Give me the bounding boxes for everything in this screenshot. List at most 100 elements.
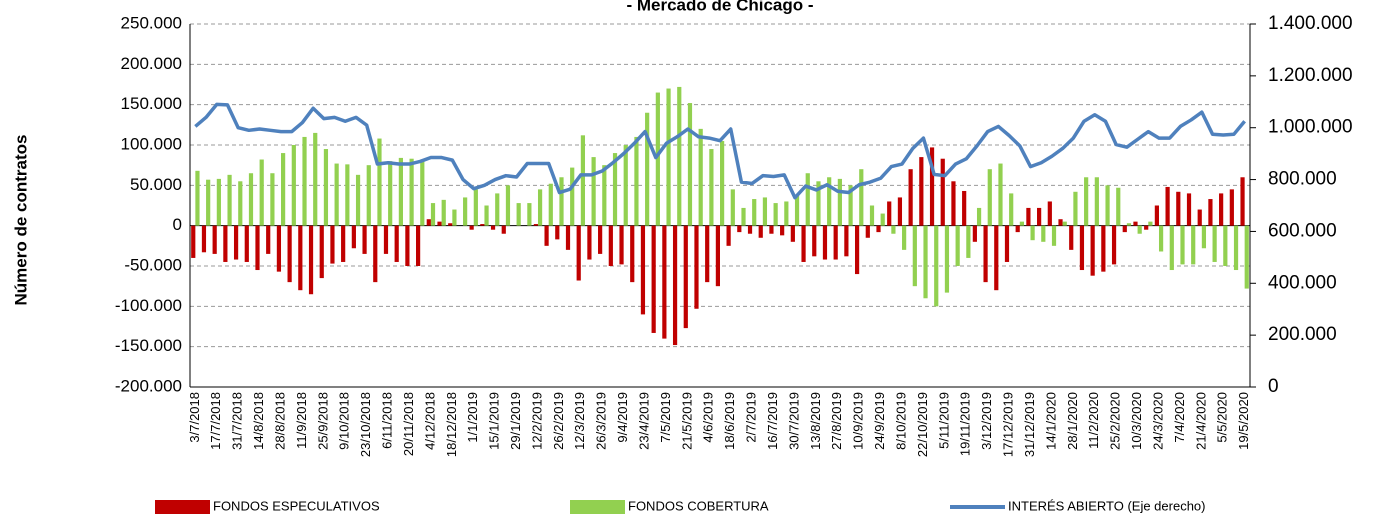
bar (495, 193, 500, 226)
x-tick-label: 9/10/2018 (337, 392, 352, 450)
bar (266, 225, 271, 254)
bar (1111, 225, 1117, 265)
bar (1212, 225, 1217, 262)
bar (891, 225, 896, 234)
bar (773, 203, 778, 226)
bar (1229, 189, 1234, 226)
x-tick-label: 15/1/2019 (487, 392, 502, 450)
bar (420, 161, 425, 226)
y-tick-label: 100.000 (121, 134, 182, 153)
bar (805, 173, 810, 226)
bar (1244, 225, 1249, 289)
bar (437, 221, 442, 226)
bar (206, 179, 211, 226)
x-tick-label: 12/2/2019 (529, 392, 544, 450)
bar (426, 219, 431, 226)
bar (634, 136, 639, 226)
bar (769, 225, 774, 234)
x-tick-label: 26/2/2019 (551, 392, 566, 450)
x-tick-label: 6/11/2018 (380, 392, 395, 449)
bar (1062, 221, 1067, 226)
bar (1090, 225, 1095, 276)
bar (822, 225, 828, 260)
x-tick-label: 14/8/2018 (251, 392, 266, 450)
bar (216, 178, 221, 226)
bar (398, 157, 403, 226)
bar (833, 225, 838, 260)
y-axis-label: Número de contratos (11, 135, 30, 306)
bar (1133, 221, 1138, 226)
bar (452, 209, 457, 226)
y-tick-label: -200.000 (115, 376, 182, 395)
bar (612, 153, 618, 226)
x-tick-label: 1/1/2019 (465, 392, 480, 443)
bar (591, 157, 596, 226)
bar (319, 225, 324, 279)
bar (1191, 225, 1196, 265)
bar (683, 225, 688, 329)
bar (1126, 223, 1132, 226)
bar (694, 225, 699, 309)
bar (362, 225, 367, 254)
bar (516, 203, 521, 226)
bar (313, 132, 318, 226)
x-tick-label: 18/6/2019 (722, 392, 737, 450)
x-tick-label: 10/9/2019 (851, 392, 866, 450)
bar (1079, 225, 1085, 271)
bar (972, 225, 977, 242)
bar (976, 207, 982, 226)
legend-swatch (155, 500, 210, 514)
bar (737, 225, 742, 233)
bar (580, 135, 586, 226)
bar (448, 223, 453, 226)
bar (869, 205, 875, 226)
bar (527, 203, 532, 226)
bar (929, 147, 935, 226)
bar (780, 225, 785, 236)
bar (790, 225, 795, 242)
bar (919, 157, 924, 226)
bar (259, 159, 264, 226)
x-tick-label: 4/12/2018 (422, 392, 437, 450)
x-tick-label: 24/3/2020 (1150, 392, 1165, 450)
bar (1122, 225, 1127, 233)
bar (987, 169, 992, 226)
bar (994, 225, 999, 291)
bar (409, 158, 414, 226)
bar (366, 165, 371, 226)
x-tick-label: 31/7/2018 (230, 392, 245, 450)
bar (816, 181, 821, 226)
x-tick-label: 22/10/2019 (915, 392, 930, 457)
bar (191, 225, 196, 258)
bar (1019, 221, 1024, 226)
bar (565, 225, 571, 250)
x-tick-label: 27/8/2019 (829, 392, 844, 450)
bar (1154, 205, 1159, 226)
bar (480, 224, 485, 226)
x-tick-label: 19/5/2020 (1236, 392, 1251, 450)
bar (1101, 225, 1106, 272)
bar (801, 225, 806, 262)
y-tick-label: -50.000 (124, 255, 182, 274)
bar (227, 174, 232, 226)
bar (747, 225, 753, 234)
bar (537, 189, 543, 226)
y2-tick-label: 1.200.000 (1268, 65, 1353, 86)
bar (308, 225, 314, 295)
y-tick-label: 0 (173, 215, 182, 234)
bar (416, 225, 421, 266)
bar (405, 225, 410, 266)
bar (430, 203, 436, 226)
bar (559, 177, 564, 226)
bar (1208, 199, 1213, 226)
x-tick-label: 18/12/2018 (444, 392, 459, 457)
x-tick-label: 10/3/2020 (1129, 392, 1144, 450)
x-tick-label: 2/7/2019 (744, 392, 759, 443)
bar (484, 205, 489, 226)
bar (752, 199, 757, 226)
bar (784, 201, 789, 226)
bar (1219, 193, 1224, 226)
bar (983, 225, 988, 283)
bar (854, 225, 860, 275)
x-tick-label: 5/11/2019 (936, 392, 951, 449)
